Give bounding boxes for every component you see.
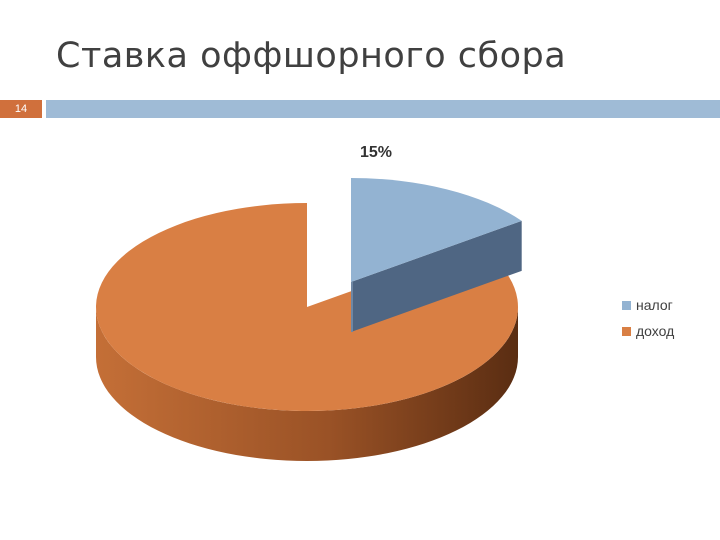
- legend-label-налог: налог: [636, 297, 673, 313]
- slice-налог: [351, 178, 522, 282]
- slice-wall-налог: [351, 220, 522, 332]
- slice-side-доход: [96, 307, 518, 461]
- slide-number-badge: [0, 100, 42, 118]
- legend-swatch-доход: [622, 327, 631, 336]
- legend-swatch-налог: [622, 301, 631, 310]
- legend-label-доход: доход: [636, 323, 674, 339]
- header-accent-bar: [46, 100, 720, 118]
- slice-wall-edge-налог: [351, 282, 353, 332]
- slide-title: Ставка оффшорного сбора: [56, 36, 567, 76]
- slice-доход: [95, 203, 518, 411]
- data-label-налог: 15%: [360, 144, 392, 161]
- slide-number: 14: [14, 103, 28, 115]
